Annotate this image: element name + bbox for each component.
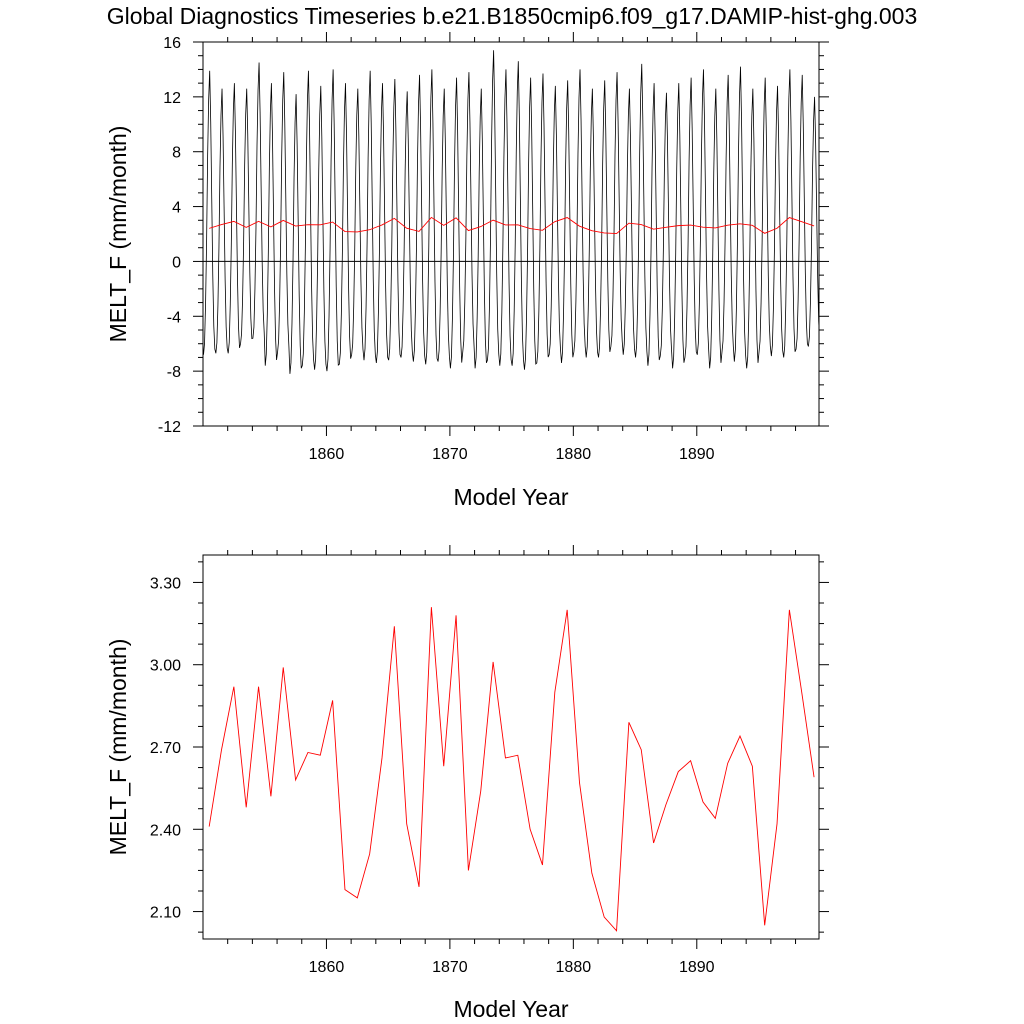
y-tick-label: 3.30 — [150, 575, 181, 592]
chart-title: Global Diagnostics Timeseries b.e21.B185… — [107, 3, 918, 29]
annual-mean-series-line — [209, 216, 815, 235]
top-panel-xlabel: Model Year — [453, 484, 568, 510]
y-tick-label: -8 — [167, 364, 181, 381]
y-tick-label: 16 — [163, 35, 181, 52]
x-tick-label: 1880 — [556, 959, 592, 976]
monthly-series-line — [203, 50, 819, 374]
top-panel-series — [203, 50, 819, 374]
y-tick-label: 0 — [172, 254, 181, 271]
y-tick-label: 2.40 — [150, 822, 181, 839]
y-tick-label: -4 — [167, 309, 181, 326]
x-tick-label: 1890 — [679, 446, 715, 463]
annual-mean-series-line — [208, 607, 815, 932]
bottom-panel-ylabel: MELT_F (mm/month) — [105, 639, 131, 856]
bottom-panel-xlabel: Model Year — [453, 996, 568, 1022]
y-tick-label: -12 — [158, 419, 181, 436]
x-tick-label: 1860 — [309, 446, 345, 463]
y-tick-label: 4 — [172, 200, 181, 217]
x-tick-label: 1880 — [556, 446, 592, 463]
y-tick-label: 2.10 — [150, 905, 181, 922]
y-tick-label: 8 — [172, 145, 181, 162]
x-tick-label: 1870 — [432, 446, 468, 463]
bottom-panel-frame — [202, 554, 820, 940]
x-tick-label: 1890 — [679, 959, 715, 976]
top-panel-frame — [202, 41, 820, 427]
top-panel: -12 -8 -4 0 4 8 12 16 1860 1870 1880 1890 Model Yea… — [105, 32, 829, 510]
y-tick-label: 3.00 — [150, 658, 181, 675]
x-tick-label: 1870 — [432, 959, 468, 976]
top-panel-ylabel: MELT_F (mm/month) — [105, 126, 131, 343]
top-panel-ticks: -12 -8 -4 0 4 8 12 16 1860 1870 1880 1890 — [158, 32, 829, 463]
bottom-panel: 2.10 2.40 2.70 3.00 3.30 1860 1870 1880 1890 Mod… — [105, 545, 829, 1022]
bottom-panel-ticks: 2.10 2.40 2.70 3.00 3.30 1860 1870 1880 1890 — [150, 545, 829, 976]
bottom-panel-series — [208, 607, 815, 932]
x-tick-label: 1860 — [309, 959, 345, 976]
y-tick-label: 2.70 — [150, 740, 181, 757]
y-tick-label: 12 — [163, 90, 181, 107]
